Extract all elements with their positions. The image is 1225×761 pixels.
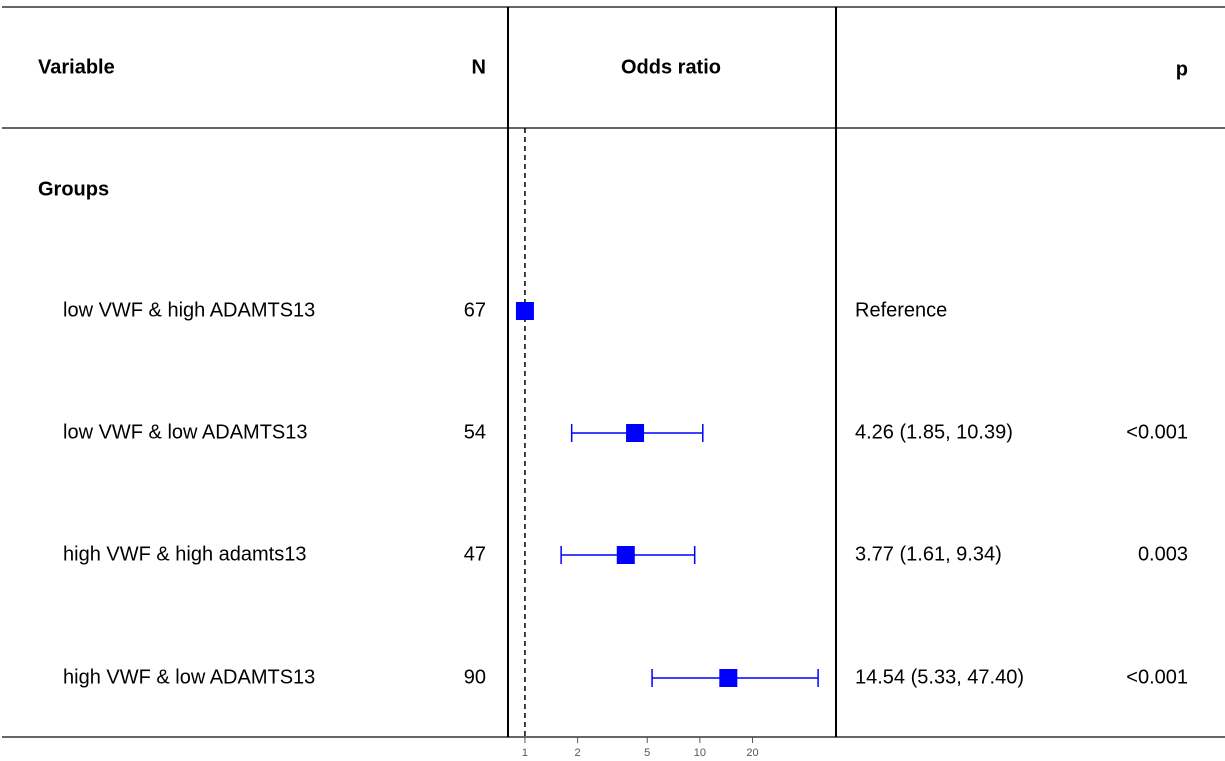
x-tick-label: 2 bbox=[575, 747, 581, 759]
row-n: 47 bbox=[464, 543, 486, 565]
estimate-label: 14.54 (5.33, 47.40) bbox=[855, 666, 1024, 688]
estimate-marker bbox=[719, 669, 738, 687]
row-label: low VWF & high ADAMTS13 bbox=[63, 299, 315, 321]
header-p: p bbox=[1176, 58, 1188, 80]
estimate-marker bbox=[616, 546, 635, 564]
row-label: low VWF & low ADAMTS13 bbox=[63, 421, 308, 443]
row-n: 67 bbox=[464, 299, 486, 321]
estimate-label: 4.26 (1.85, 10.39) bbox=[855, 421, 1013, 443]
estimate-label: 3.77 (1.61, 9.34) bbox=[855, 543, 1002, 565]
header-plot: Odds ratio bbox=[621, 56, 721, 78]
header-n: N bbox=[472, 56, 486, 78]
estimate-marker bbox=[515, 302, 534, 320]
p-label: 0.003 bbox=[1138, 543, 1188, 565]
estimate-marker bbox=[626, 424, 645, 442]
p-label: <0.001 bbox=[1126, 666, 1188, 688]
row-label: high VWF & high adamts13 bbox=[63, 543, 306, 565]
x-tick-label: 20 bbox=[746, 747, 758, 759]
row-n: 90 bbox=[464, 666, 486, 688]
group-label: Groups bbox=[38, 178, 109, 200]
x-tick-label: 10 bbox=[694, 747, 706, 759]
row-n: 54 bbox=[464, 421, 486, 443]
row-label: high VWF & low ADAMTS13 bbox=[63, 666, 315, 688]
header-variable: Variable bbox=[38, 56, 115, 78]
x-tick-label: 5 bbox=[644, 747, 650, 759]
x-tick-label: 1 bbox=[522, 747, 528, 759]
p-label: <0.001 bbox=[1126, 421, 1188, 443]
estimate-label: Reference bbox=[855, 299, 947, 321]
